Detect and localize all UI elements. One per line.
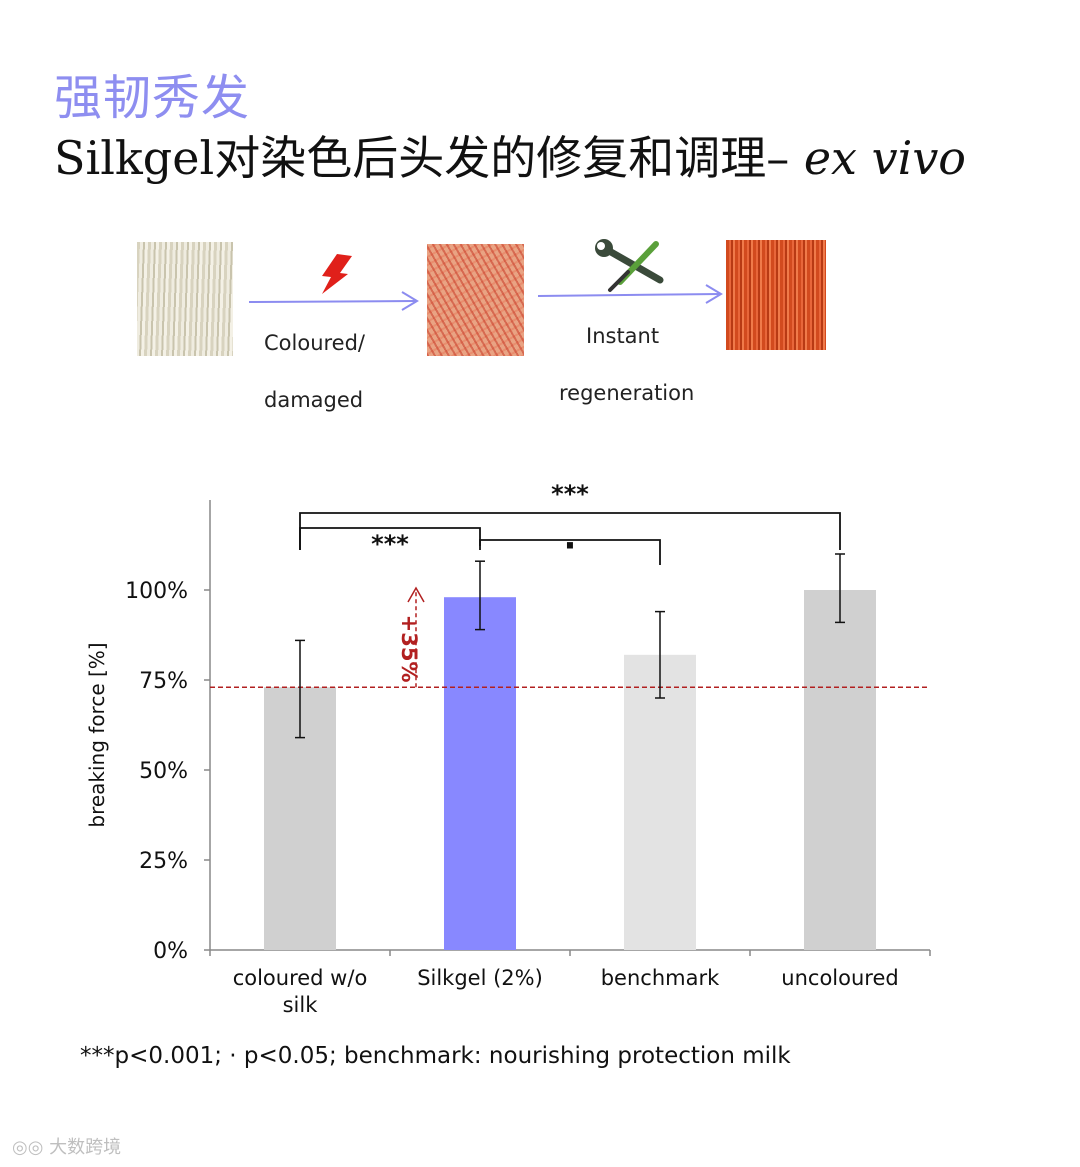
x-category-label: Silkgel (2%) — [417, 966, 543, 990]
bar-chart: 0% 25% 50% 75% 100% breaking force [%] coloure… — [85, 480, 931, 1017]
significance-label: *** — [371, 530, 409, 558]
x-category-label: coloured w/o — [233, 966, 368, 990]
y-tick-label: 50% — [139, 759, 188, 784]
annotation-arrow-head — [407, 586, 425, 603]
bar — [444, 597, 516, 950]
bar — [624, 654, 696, 950]
step1-label-line2: damaged — [264, 388, 364, 412]
regenerated-hair-image — [726, 240, 826, 350]
significance-bracket — [299, 527, 481, 550]
step2-label-line2: regeneration — [559, 381, 695, 405]
x-category-label: uncoloured — [781, 966, 898, 990]
process-arrow-1 — [248, 291, 419, 311]
watermark-logo: ◎◎ 大数跨境 — [12, 1137, 122, 1158]
y-tick-label: 100% — [125, 579, 188, 604]
undamaged-hair-image — [137, 242, 233, 356]
y-tick-label: 0% — [153, 939, 188, 964]
lightning-icon — [322, 254, 352, 294]
bar — [804, 590, 876, 950]
significance-label: *** — [551, 480, 589, 508]
title-main: Silkgel对染色后头发的修复和调理– — [54, 131, 804, 185]
x-category-label: silk — [283, 993, 319, 1017]
significance-label: · — [564, 526, 577, 566]
tools-icon — [595, 239, 664, 292]
title-italic: ex vivo — [803, 131, 966, 185]
y-tick-label: 25% — [139, 849, 188, 874]
damaged-hair-image — [427, 244, 524, 356]
y-axis-title: breaking force [%] — [85, 642, 109, 827]
page-subtitle: 强韧秀发 — [54, 70, 251, 126]
chart-footnote: ***p<0.001; · p<0.05; benchmark: nourish… — [80, 1043, 791, 1069]
step2-label-line1: Instant — [586, 324, 660, 348]
watermark-text: 大数跨境 — [49, 1137, 122, 1158]
process-arrow-2 — [537, 284, 723, 304]
annotation-label: +35% — [397, 615, 421, 683]
significance-bracket — [479, 539, 661, 565]
x-category-label: benchmark — [601, 966, 720, 990]
y-tick-label: 75% — [139, 669, 188, 694]
page-title: Silkgel对染色后头发的修复和调理– ex vivo — [54, 122, 966, 188]
step1-label-line1: Coloured/ — [264, 331, 366, 355]
